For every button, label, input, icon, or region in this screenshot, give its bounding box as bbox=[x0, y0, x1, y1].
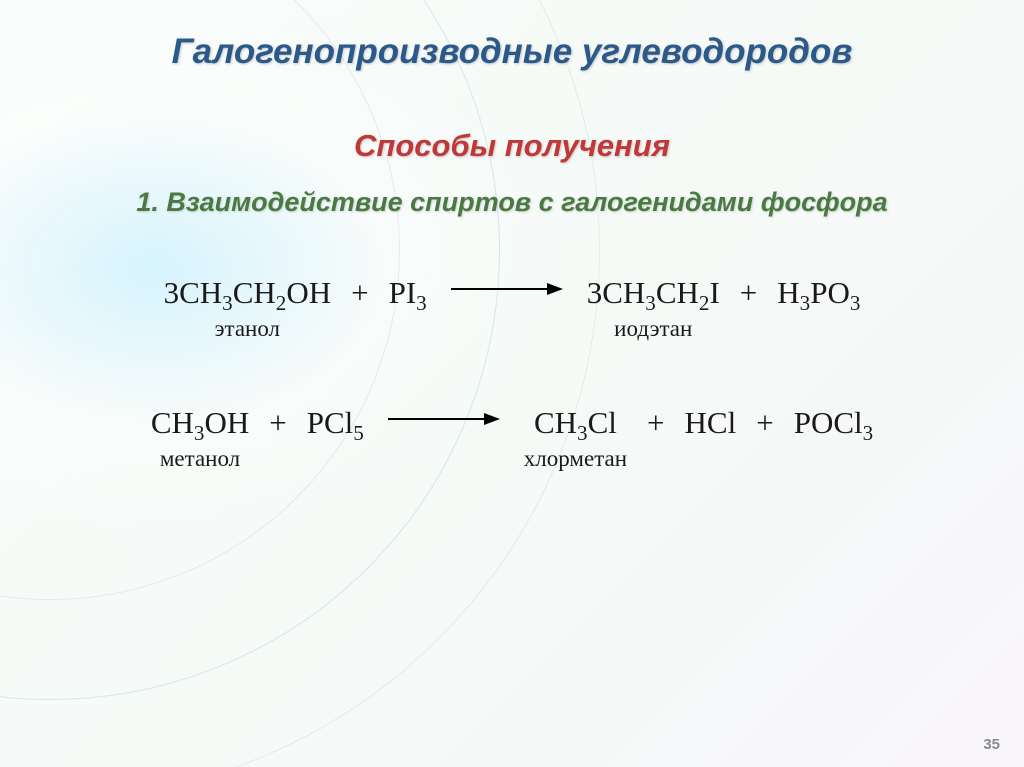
chemical-formula: CH3OH bbox=[151, 406, 249, 440]
chemical-formula: 3CH3CH2I bbox=[587, 276, 720, 310]
slide-title: Галогенопроизводные углеводородов bbox=[60, 32, 964, 72]
chemical-formula: PI3 bbox=[389, 276, 427, 310]
reaction-arrow bbox=[445, 276, 569, 298]
chemical-formula: H3PO3 bbox=[777, 276, 860, 310]
reaction-term: CH3OH метанол bbox=[151, 406, 249, 472]
plus-operator: + bbox=[738, 276, 759, 310]
reaction-term: 3CH3CH2I иодэтан bbox=[587, 276, 720, 342]
plus-operator: + bbox=[349, 276, 370, 310]
chemical-formula: HCl bbox=[685, 406, 737, 440]
slide: Галогенопроизводные углеводородов Способ… bbox=[0, 0, 1024, 767]
reaction-row: 3CH3CH2OH этанол + PI3 3CH3CH2I иодэтан + H3PO… bbox=[60, 276, 964, 342]
chemical-formula: CH3Cl bbox=[534, 406, 617, 440]
reaction-term: H3PO3 bbox=[777, 276, 860, 310]
reaction-term: 3CH3CH2OH этанол bbox=[164, 276, 332, 342]
chemical-formula: POCl3 bbox=[794, 406, 873, 440]
compound-label: этанол bbox=[215, 316, 280, 342]
reaction-row: CH3OH метанол + PCl5 CH3Cl хлорметан + HCl + POC… bbox=[60, 406, 964, 472]
plus-operator: + bbox=[754, 406, 775, 440]
plus-operator: + bbox=[267, 406, 288, 440]
reaction-term: POCl3 bbox=[794, 406, 873, 440]
chemical-formula: 3CH3CH2OH bbox=[164, 276, 332, 310]
chemical-formula: PCl5 bbox=[307, 406, 364, 440]
plus-operator: + bbox=[645, 406, 666, 440]
compound-label: метанол bbox=[160, 446, 240, 472]
page-number: 35 bbox=[983, 736, 1000, 753]
reaction-term: CH3Cl хлорметан bbox=[524, 406, 627, 472]
compound-label: иодэтан bbox=[614, 316, 692, 342]
reaction-term: HCl bbox=[685, 406, 737, 440]
compound-label: хлорметан bbox=[524, 446, 627, 472]
reaction-term: PI3 bbox=[389, 276, 427, 310]
slide-subtitle: Способы получения bbox=[60, 128, 964, 164]
reaction-arrow bbox=[382, 406, 506, 428]
reactions-container: 3CH3CH2OH этанол + PI3 3CH3CH2I иодэтан + H3PO… bbox=[60, 276, 964, 472]
slide-subsubtitle: 1. Взаимодействие спиртов с галогенидами… bbox=[60, 186, 964, 220]
reaction-term: PCl5 bbox=[307, 406, 364, 440]
